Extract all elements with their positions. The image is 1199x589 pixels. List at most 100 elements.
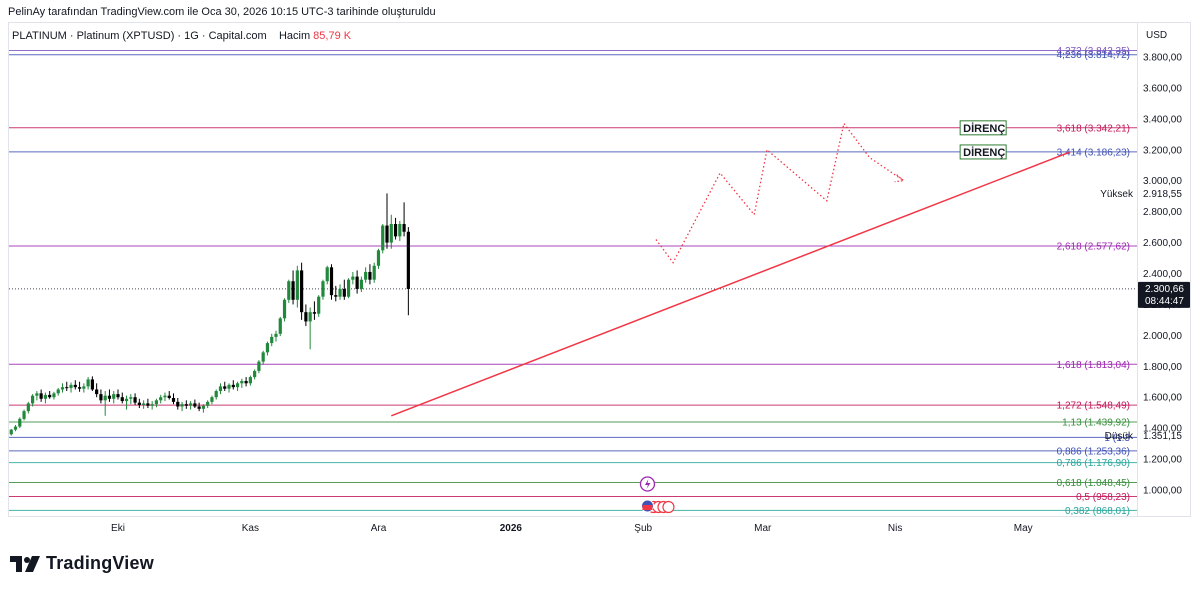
x-tick-6: Nis [888, 523, 902, 534]
candle-body-93 [364, 271, 368, 280]
low-value: 1.351,15 [1143, 431, 1182, 442]
candle-body-22 [60, 387, 65, 390]
candle-body-57 [210, 397, 214, 402]
low-label: Düşük [1105, 431, 1134, 442]
economic-event-icon-3 [662, 500, 675, 514]
candle-body-24 [69, 384, 73, 388]
volume-value: 85,79 K [313, 30, 352, 42]
resistance-box-1 [959, 144, 1007, 160]
support-trendline [391, 151, 1071, 417]
candle-body-48 [171, 397, 176, 402]
candle-body-55 [201, 405, 205, 409]
candle-body-35 [116, 394, 120, 398]
candle-body-99 [389, 224, 393, 243]
resistance-box-0 [959, 120, 1007, 136]
fib-label-9: 0,886 (1.253,36) [1057, 446, 1130, 457]
candle-body-70 [265, 343, 270, 353]
y-tick-2: 1.400,00 [1143, 424, 1182, 435]
chart-pane[interactable] [8, 22, 1138, 517]
fib-label-10: 0,786 (1.176,90) [1057, 458, 1130, 469]
candle-body-63 [235, 383, 240, 388]
y-tick-12: 3.400,00 [1143, 114, 1182, 125]
candle-body-98 [385, 225, 389, 243]
candle-body-51 [184, 404, 188, 406]
candle-body-79 [304, 312, 308, 322]
candle-body-32 [103, 395, 107, 401]
tradingview-logo-icon [10, 555, 40, 572]
candle-body-16 [35, 393, 39, 396]
candle-body-74 [282, 299, 287, 319]
candle-body-40 [137, 402, 141, 405]
current-price-badge [1138, 281, 1190, 308]
candle-body-65 [244, 380, 248, 384]
candle-body-12 [18, 418, 22, 427]
y-tick-0: 1.000,00 [1143, 486, 1182, 497]
candle-body-67 [253, 370, 257, 378]
fib-label-13: 0,382 (868,01) [1065, 506, 1130, 517]
candle-body-8 [1, 430, 4, 432]
fib-label-5: 1,618 (1.813,04) [1057, 360, 1130, 371]
candle-body-75 [287, 281, 291, 300]
lightning-glyph [644, 479, 651, 489]
fib-label-3: 3,414 (3.186,23) [1057, 147, 1130, 158]
chart-caption: PelinAy tarafından TradingView.com ile O… [8, 6, 436, 18]
y-tick-11: 3.200,00 [1143, 145, 1182, 156]
candle-body-80 [308, 312, 312, 322]
candle-body-33 [107, 395, 112, 399]
candle-body-14 [26, 403, 30, 412]
fib-label-1: 4,236 (3.814,72) [1057, 50, 1130, 61]
symbol-name: PLATINUM · Platinum (XPTUSD) · 1G · Capi… [12, 30, 267, 42]
y-tick-3: 1.600,00 [1143, 393, 1182, 404]
fib-label-6: 1,272 (1.548,49) [1057, 401, 1130, 412]
high-value: 2.918,55 [1143, 189, 1182, 200]
candle-body-26 [77, 387, 82, 389]
fib-label-2: 3,618 (3.342,21) [1057, 123, 1130, 134]
candle-body-68 [257, 361, 261, 371]
brand-name: TradingView [46, 553, 154, 573]
candle-body-58 [214, 391, 218, 398]
candle-body-49 [176, 401, 180, 407]
candle-body-59 [218, 386, 223, 392]
y-tick-10: 3.000,00 [1143, 176, 1182, 187]
x-tick-0: Eki [111, 523, 125, 534]
x-tick-7: May [1014, 523, 1033, 534]
candle-body-90 [351, 276, 355, 280]
candle-body-31 [99, 394, 103, 401]
candle-body-100 [393, 224, 398, 237]
candle-body-61 [227, 384, 231, 389]
candle-body-44 [154, 400, 159, 405]
candle-body-9 [5, 432, 8, 434]
candle-body-53 [193, 403, 197, 407]
y-tick-13: 3.600,00 [1143, 83, 1182, 94]
fib-label-0: 4,272 (3.842,35) [1057, 46, 1130, 57]
candle-body-13 [22, 411, 26, 419]
candle-body-69 [261, 352, 265, 362]
candle-body-34 [112, 394, 116, 399]
high-label: Yüksek [1100, 189, 1134, 200]
candle-body-50 [180, 404, 184, 407]
candle-body-101 [398, 224, 402, 237]
candle-body-54 [197, 406, 201, 409]
x-tick-5: Mar [754, 523, 772, 534]
candle-body-60 [223, 386, 227, 389]
candle-body-15 [31, 395, 35, 404]
projection-path [655, 121, 905, 264]
candle-body-36 [120, 397, 124, 402]
currency-label[interactable]: USD [1146, 30, 1168, 41]
candle-body-21 [56, 389, 60, 394]
candle-body-17 [39, 393, 43, 399]
y-tick-1: 1.200,00 [1143, 455, 1182, 466]
candle-body-85 [329, 267, 334, 296]
candle-body-28 [86, 379, 90, 387]
candle-body-97 [381, 225, 385, 251]
x-tick-3: 2026 [500, 523, 523, 534]
symbol-legend: PLATINUM · Platinum (XPTUSD) · 1G · Capi… [12, 30, 351, 42]
candle-body-45 [159, 397, 163, 401]
candle-body-41 [142, 403, 146, 405]
candle-body-29 [90, 379, 94, 390]
candle-body-86 [334, 295, 338, 297]
x-tick-2: Ara [371, 523, 387, 534]
current-price-countdown: 08:44:47 [1145, 296, 1184, 307]
price-axis[interactable] [1138, 22, 1191, 517]
